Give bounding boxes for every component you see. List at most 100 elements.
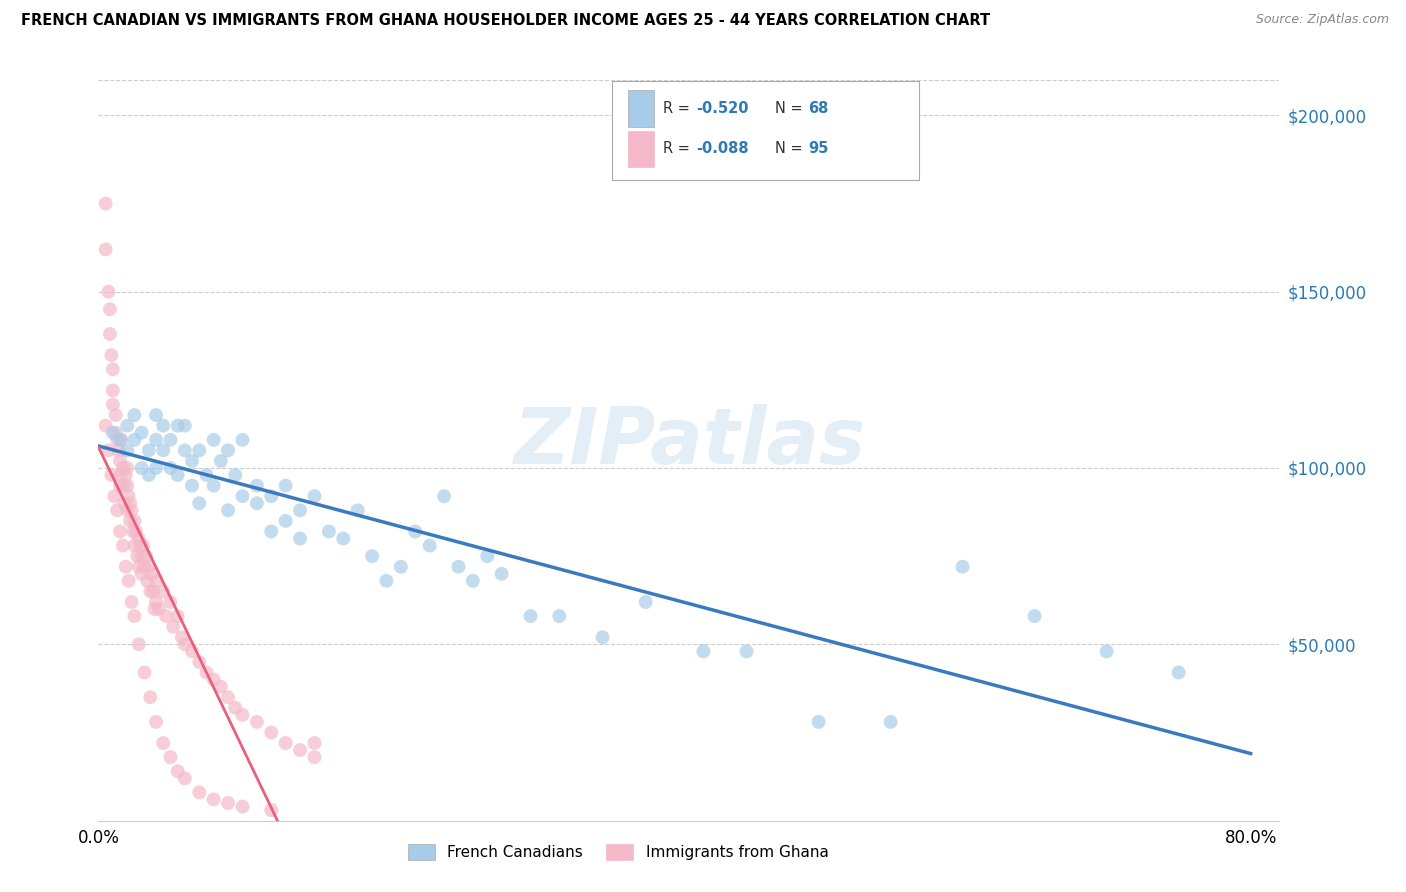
Point bbox=[134, 665, 156, 680]
Point bbox=[159, 595, 181, 609]
Point bbox=[155, 609, 177, 624]
Point bbox=[173, 418, 195, 433]
Point bbox=[103, 489, 125, 503]
Point bbox=[108, 454, 131, 468]
Point bbox=[807, 714, 830, 729]
Point bbox=[159, 461, 181, 475]
Point bbox=[173, 443, 195, 458]
Point bbox=[97, 285, 120, 299]
Point bbox=[152, 584, 174, 599]
Point bbox=[209, 454, 232, 468]
Point bbox=[94, 196, 117, 211]
Point bbox=[120, 496, 142, 510]
Point bbox=[159, 433, 181, 447]
Point bbox=[274, 514, 297, 528]
Point bbox=[108, 433, 131, 447]
Point bbox=[121, 595, 143, 609]
Point bbox=[152, 418, 174, 433]
Point bbox=[104, 408, 127, 422]
Point bbox=[115, 478, 138, 492]
Point bbox=[114, 468, 136, 483]
Point bbox=[135, 549, 157, 563]
Point bbox=[548, 609, 571, 624]
Point bbox=[202, 792, 225, 806]
Point bbox=[145, 595, 167, 609]
Point bbox=[217, 796, 239, 810]
Point bbox=[101, 384, 124, 398]
Point bbox=[115, 418, 138, 433]
Point bbox=[131, 566, 153, 581]
Point bbox=[274, 736, 297, 750]
Point bbox=[101, 397, 124, 411]
Point bbox=[101, 362, 124, 376]
Point bbox=[288, 743, 311, 757]
Text: R =: R = bbox=[664, 141, 695, 156]
Point bbox=[318, 524, 340, 539]
Point bbox=[202, 433, 225, 447]
Point bbox=[304, 736, 326, 750]
Point bbox=[188, 785, 211, 799]
Point bbox=[131, 461, 153, 475]
Point bbox=[304, 489, 326, 503]
Point bbox=[166, 468, 188, 483]
Point bbox=[181, 454, 204, 468]
Point bbox=[260, 489, 283, 503]
Point bbox=[145, 408, 167, 422]
Point bbox=[98, 302, 121, 317]
Point bbox=[361, 549, 384, 563]
Point bbox=[131, 425, 153, 440]
Point bbox=[132, 539, 155, 553]
Point bbox=[111, 539, 134, 553]
Point bbox=[231, 433, 253, 447]
Point bbox=[141, 566, 163, 581]
Point bbox=[136, 574, 159, 588]
Point bbox=[952, 559, 974, 574]
Point bbox=[105, 433, 128, 447]
Point bbox=[404, 524, 426, 539]
Point bbox=[375, 574, 398, 588]
Point bbox=[124, 433, 146, 447]
Point bbox=[97, 443, 120, 458]
Point bbox=[246, 714, 269, 729]
Point bbox=[125, 524, 148, 539]
Point bbox=[477, 549, 499, 563]
Point bbox=[288, 503, 311, 517]
Point bbox=[124, 609, 146, 624]
Point bbox=[128, 532, 150, 546]
Text: R =: R = bbox=[664, 101, 695, 116]
Legend: French Canadians, Immigrants from Ghana: French Canadians, Immigrants from Ghana bbox=[402, 838, 835, 866]
Point bbox=[246, 496, 269, 510]
Point bbox=[121, 503, 143, 517]
Point bbox=[127, 549, 149, 563]
Point bbox=[159, 750, 181, 764]
Point bbox=[100, 468, 122, 483]
Text: Source: ZipAtlas.com: Source: ZipAtlas.com bbox=[1256, 13, 1389, 27]
Point bbox=[122, 524, 145, 539]
Point bbox=[143, 602, 166, 616]
Text: -0.520: -0.520 bbox=[696, 101, 748, 116]
Point bbox=[94, 243, 117, 257]
Point bbox=[592, 630, 614, 644]
Point bbox=[231, 707, 253, 722]
Point bbox=[148, 602, 170, 616]
Point bbox=[224, 700, 246, 714]
Point bbox=[433, 489, 456, 503]
Point bbox=[346, 503, 368, 517]
Point bbox=[231, 799, 253, 814]
Point bbox=[202, 478, 225, 492]
Point bbox=[879, 714, 901, 729]
Point bbox=[246, 478, 269, 492]
Bar bbox=[627, 130, 654, 167]
Point bbox=[138, 468, 160, 483]
Point bbox=[108, 478, 131, 492]
Point bbox=[98, 326, 121, 341]
Point bbox=[139, 584, 162, 599]
Point bbox=[139, 690, 162, 705]
Point bbox=[519, 609, 541, 624]
Point bbox=[111, 461, 134, 475]
Point bbox=[145, 714, 167, 729]
Point bbox=[274, 478, 297, 492]
Point bbox=[288, 532, 311, 546]
Point bbox=[209, 680, 232, 694]
Point bbox=[166, 764, 188, 779]
